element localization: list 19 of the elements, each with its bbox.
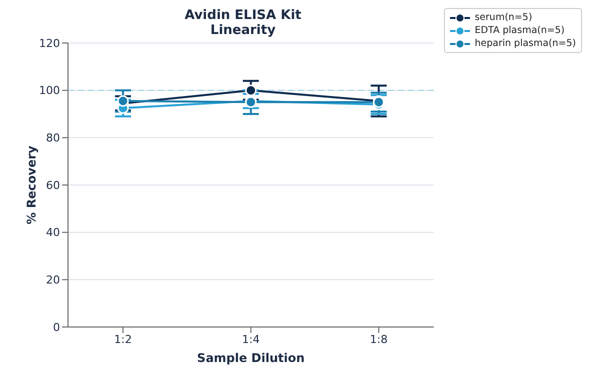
x-axis-title: Sample Dilution [197,351,305,365]
y-tick-label: 60 [46,178,60,192]
x-tick-label: 1:8 [370,332,388,346]
legend-label: serum(n=5) [474,11,532,24]
legend-label: EDTA plasma(n=5) [474,24,565,37]
y-tick-label: 120 [39,36,60,50]
point [117,95,129,107]
point [245,84,257,96]
y-axis-title: % Recovery [24,146,38,224]
chart-subtitle: Linearity [210,23,276,38]
legend-label: heparin plasma(n=5) [474,37,576,50]
chart-title: Avidin ELISA Kit [184,8,302,23]
y-tick-label: 40 [46,226,60,240]
y-tick-label: 100 [39,84,60,98]
y-tick-label: 20 [46,274,60,287]
x-tick-label: 1:4 [242,332,260,346]
x-tick-label: 1:2 [114,332,132,346]
y-tick-label: 80 [46,132,60,145]
y-tick-label: 0 [53,320,60,334]
